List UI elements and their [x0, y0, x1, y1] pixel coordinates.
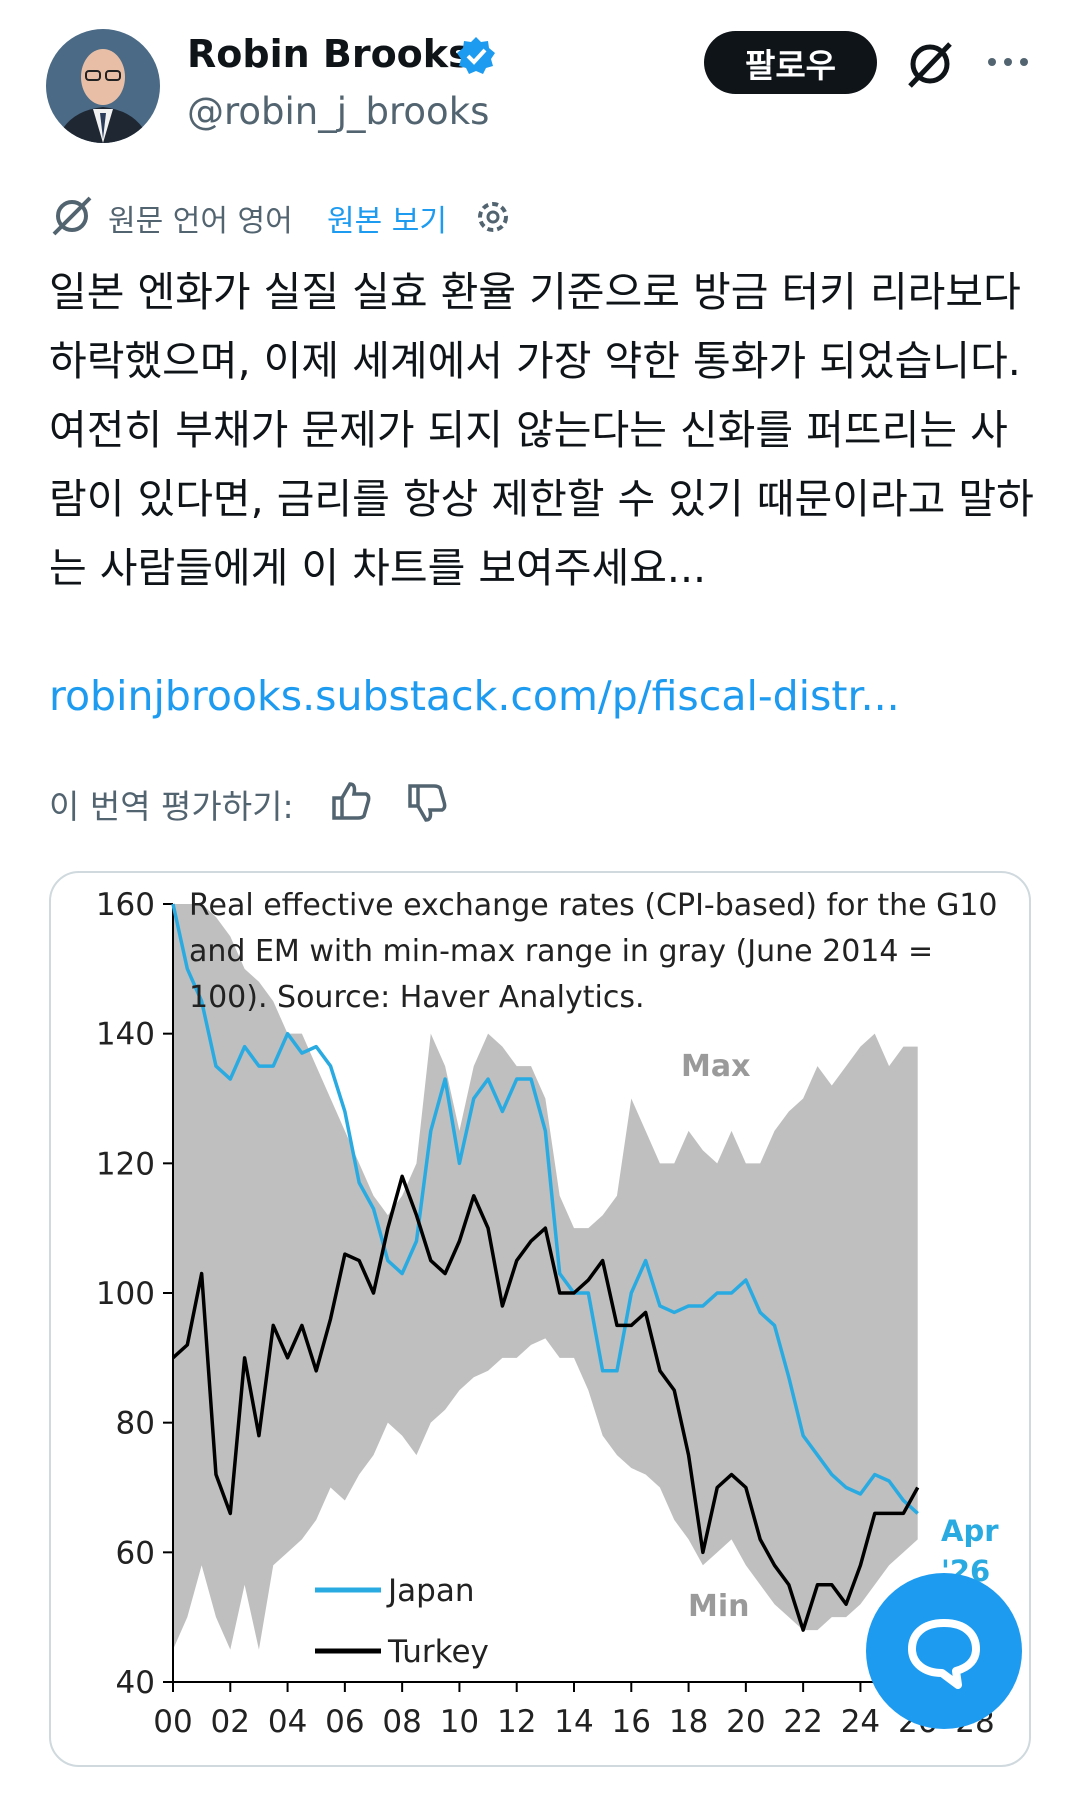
- legend-label: Japan: [386, 1573, 474, 1609]
- y-tick-label: 100: [96, 1276, 155, 1312]
- x-tick-label: 16: [612, 1704, 651, 1740]
- translate-icon: [52, 196, 92, 236]
- min-label: Min: [688, 1589, 750, 1624]
- x-tick-label: 12: [497, 1704, 536, 1740]
- chart: 40 60 80 100 120 140 160 00 02 04 06 08 10 12 14 16 18 20…: [96, 887, 999, 1740]
- verified-badge: [457, 37, 495, 74]
- follow-button[interactable]: 팔로우: [704, 31, 877, 94]
- thumbs-down[interactable]: [406, 782, 448, 824]
- thumbs-up[interactable]: [330, 780, 372, 822]
- x-tick-label: 10: [440, 1704, 479, 1740]
- series-line: [171, 1174, 920, 1632]
- x-tick-label: 08: [382, 1704, 421, 1740]
- more-button[interactable]: [986, 52, 1030, 72]
- x-tick-label: 04: [268, 1704, 307, 1740]
- user-handle[interactable]: @robin_j_brooks: [187, 90, 490, 133]
- y-tick-label: 140: [96, 1017, 155, 1053]
- settings-icon[interactable]: [474, 198, 512, 236]
- chart-title: Real effective exchange rates (CPI-based…: [189, 888, 998, 1015]
- max-label: Max: [681, 1049, 750, 1084]
- end-label: Apr: [941, 1514, 999, 1548]
- x-tick-label: 22: [783, 1704, 822, 1740]
- original-language: 원문 언어 영어: [108, 204, 293, 239]
- x-tick-label: 18: [669, 1704, 708, 1740]
- x-tick-label: 02: [211, 1704, 250, 1740]
- legend-label: Turkey: [387, 1634, 489, 1670]
- x-tick-label: 14: [554, 1704, 593, 1740]
- x-tick-label: 20: [726, 1704, 765, 1740]
- grok-button[interactable]: [904, 38, 956, 90]
- min-max-band: [173, 904, 918, 1650]
- compose-fab[interactable]: [864, 1571, 1024, 1731]
- tweet-link[interactable]: robinjbrooks.substack.com/p/fiscal-distr…: [49, 672, 900, 720]
- chart-card[interactable]: 40 60 80 100 120 140 160 00 02 04 06 08 10 12 14 16 18 20…: [49, 871, 1031, 1767]
- user-name[interactable]: Robin Brooks: [187, 32, 471, 76]
- x-tick-label: 06: [325, 1704, 364, 1740]
- view-original-link[interactable]: 원본 보기: [327, 204, 447, 239]
- y-tick-label: 40: [116, 1665, 155, 1701]
- avatar[interactable]: [46, 29, 160, 143]
- y-tick-label: 60: [116, 1535, 155, 1571]
- x-tick-label: 24: [841, 1704, 880, 1740]
- tweet-text: 일본 엔화가 실질 실효 환율 기준으로 방금 터키 리라보다 하락했으며, 이…: [49, 268, 1034, 592]
- series-line: [171, 903, 919, 1515]
- y-tick-label: 160: [96, 887, 155, 923]
- y-tick-label: 120: [96, 1146, 155, 1182]
- rate-translation: 이 번역 평가하기:: [49, 787, 294, 826]
- x-tick-label: 00: [153, 1704, 192, 1740]
- y-tick-label: 80: [116, 1406, 155, 1442]
